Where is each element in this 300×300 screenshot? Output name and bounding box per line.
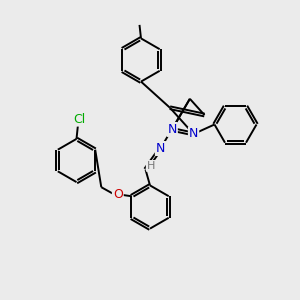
Text: N: N xyxy=(156,142,165,155)
Text: H: H xyxy=(147,161,155,171)
Text: O: O xyxy=(113,188,123,201)
Text: N: N xyxy=(167,123,177,136)
Text: Cl: Cl xyxy=(74,112,86,126)
Text: N: N xyxy=(189,128,198,140)
